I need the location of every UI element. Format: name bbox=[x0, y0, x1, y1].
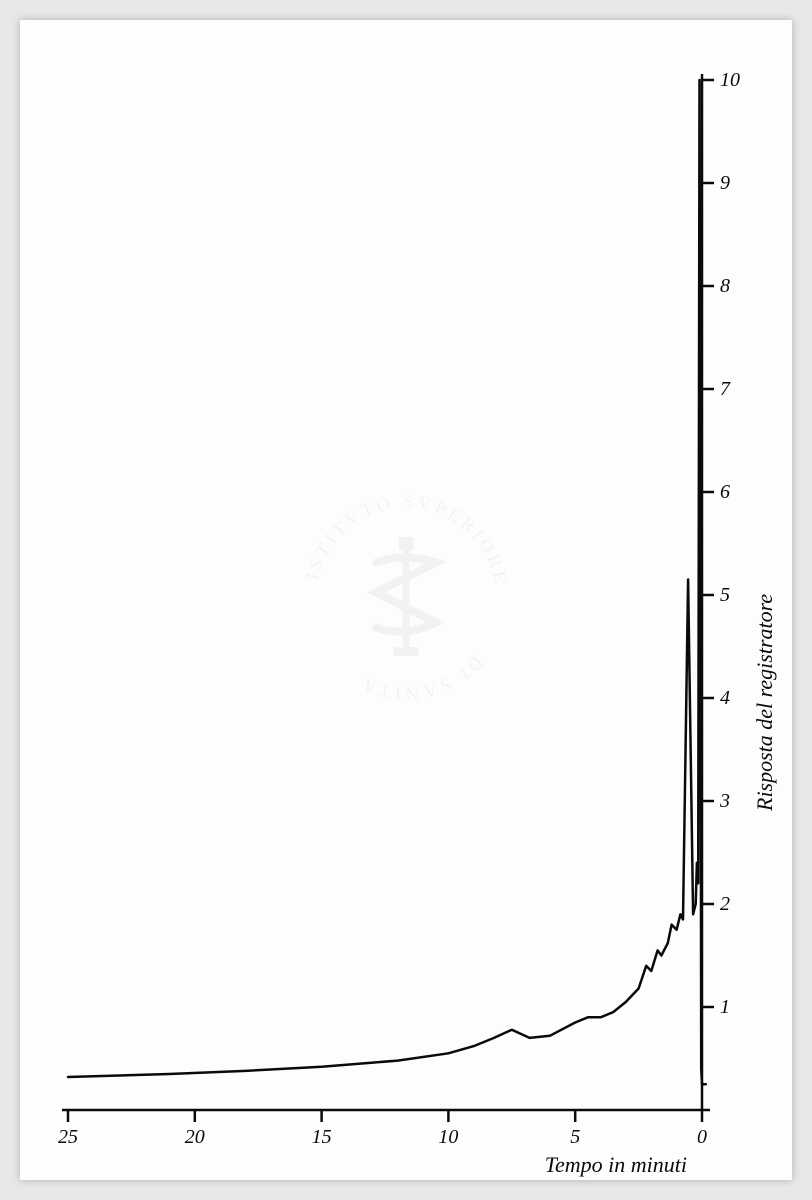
y-tick-label: 1 bbox=[720, 996, 730, 1019]
y-tick-label: 6 bbox=[720, 481, 730, 504]
y-axis-title: Risposta del registratore bbox=[752, 594, 778, 811]
x-tick-label: 25 bbox=[48, 1126, 88, 1149]
y-tick-label: 8 bbox=[720, 275, 730, 298]
x-tick-label: 10 bbox=[428, 1126, 468, 1149]
y-tick-label: 10 bbox=[720, 69, 740, 92]
x-tick-label: 5 bbox=[555, 1126, 595, 1149]
paper-background: ISTITVTO SVPERIORE DI SANITA 12345678910… bbox=[20, 20, 792, 1180]
y-tick-label: 5 bbox=[720, 584, 730, 607]
x-axis-title: Tempo in minuti bbox=[545, 1152, 687, 1178]
chromatogram-chart: 1 2 3 4 5 6 7 8 9 10 0 5 10 15 20 25 Risposta del regi… bbox=[20, 20, 792, 1180]
y-tick-label: 9 bbox=[720, 172, 730, 195]
y-tick-label: 7 bbox=[720, 378, 730, 401]
y-tick-label: 4 bbox=[720, 687, 730, 710]
x-tick-label: 0 bbox=[682, 1126, 722, 1149]
chromatogram-curve bbox=[68, 80, 706, 1084]
y-tick-label: 2 bbox=[720, 893, 730, 916]
x-tick-label: 20 bbox=[175, 1126, 215, 1149]
x-tick-label: 15 bbox=[302, 1126, 342, 1149]
y-tick-label: 3 bbox=[720, 790, 730, 813]
